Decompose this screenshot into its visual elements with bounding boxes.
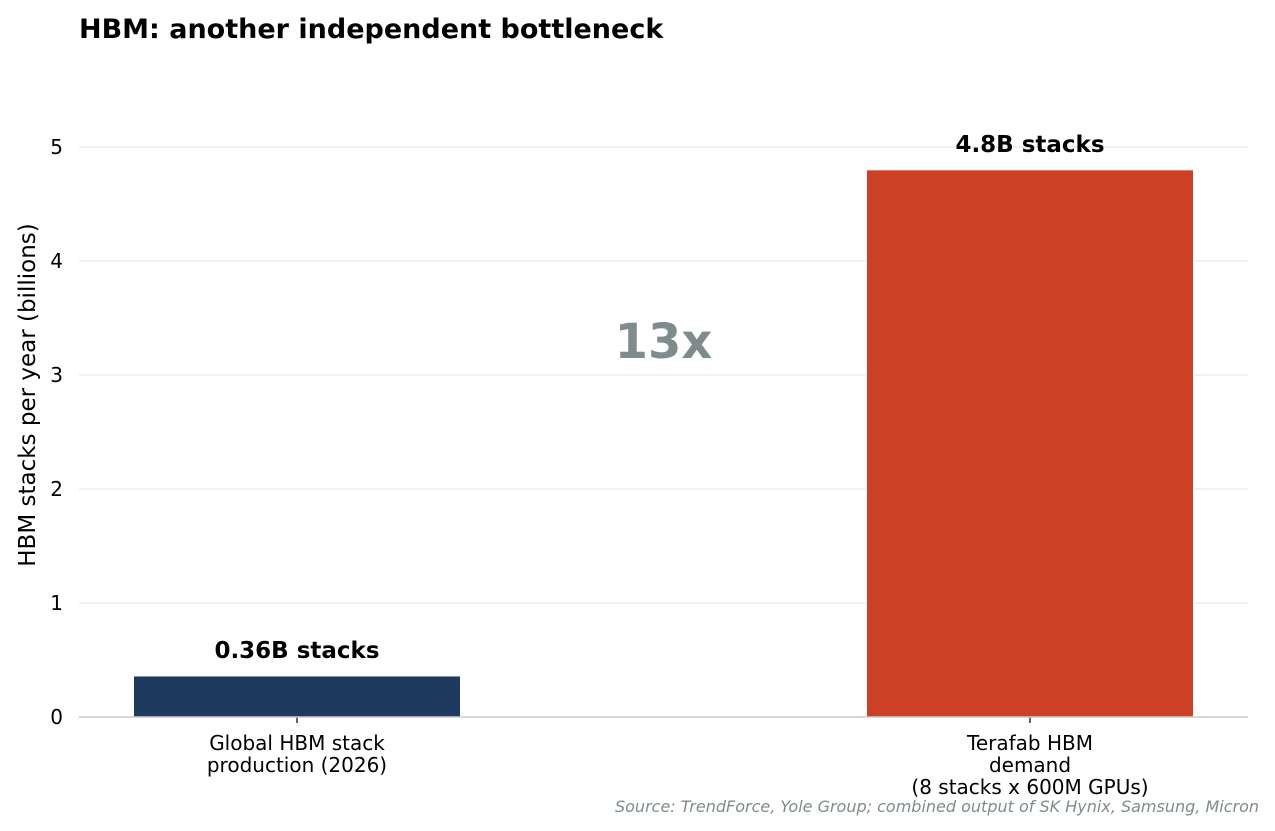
bar-value-label: 4.8B stacks bbox=[955, 132, 1104, 158]
y-tick-label: 4 bbox=[50, 249, 63, 273]
x-tick-label: Terafab HBM demand (8 stacks x 600M GPUs) bbox=[911, 731, 1148, 799]
ratio-annotation: 13x bbox=[615, 314, 713, 370]
annotations: 13x bbox=[615, 314, 713, 370]
y-tick-label: 5 bbox=[50, 135, 63, 159]
y-axis-ticks: 0 1 2 3 4 5 bbox=[50, 135, 63, 729]
data-labels: 0.36B stacks 4.8B stacks bbox=[214, 132, 1104, 664]
bars bbox=[133, 169, 1194, 718]
y-tick-label: 2 bbox=[50, 477, 63, 501]
y-tick-label: 3 bbox=[50, 363, 63, 387]
y-axis-label: HBM stacks per year (billions) bbox=[15, 223, 41, 566]
source-note: Source: TrendForce, Yole Group; combined… bbox=[615, 797, 1259, 816]
x-axis-ticks: Global HBM stack production (2026) Terafab… bbox=[207, 717, 1149, 799]
chart-title: HBM: another independent bottleneck bbox=[79, 14, 664, 45]
bar bbox=[133, 675, 461, 718]
bar-value-label: 0.36B stacks bbox=[214, 638, 379, 664]
x-tick-label: Global HBM stack production (2026) bbox=[207, 731, 387, 777]
y-tick-label: 0 bbox=[50, 705, 63, 729]
y-tick-label: 1 bbox=[50, 591, 63, 615]
bar bbox=[866, 169, 1194, 718]
